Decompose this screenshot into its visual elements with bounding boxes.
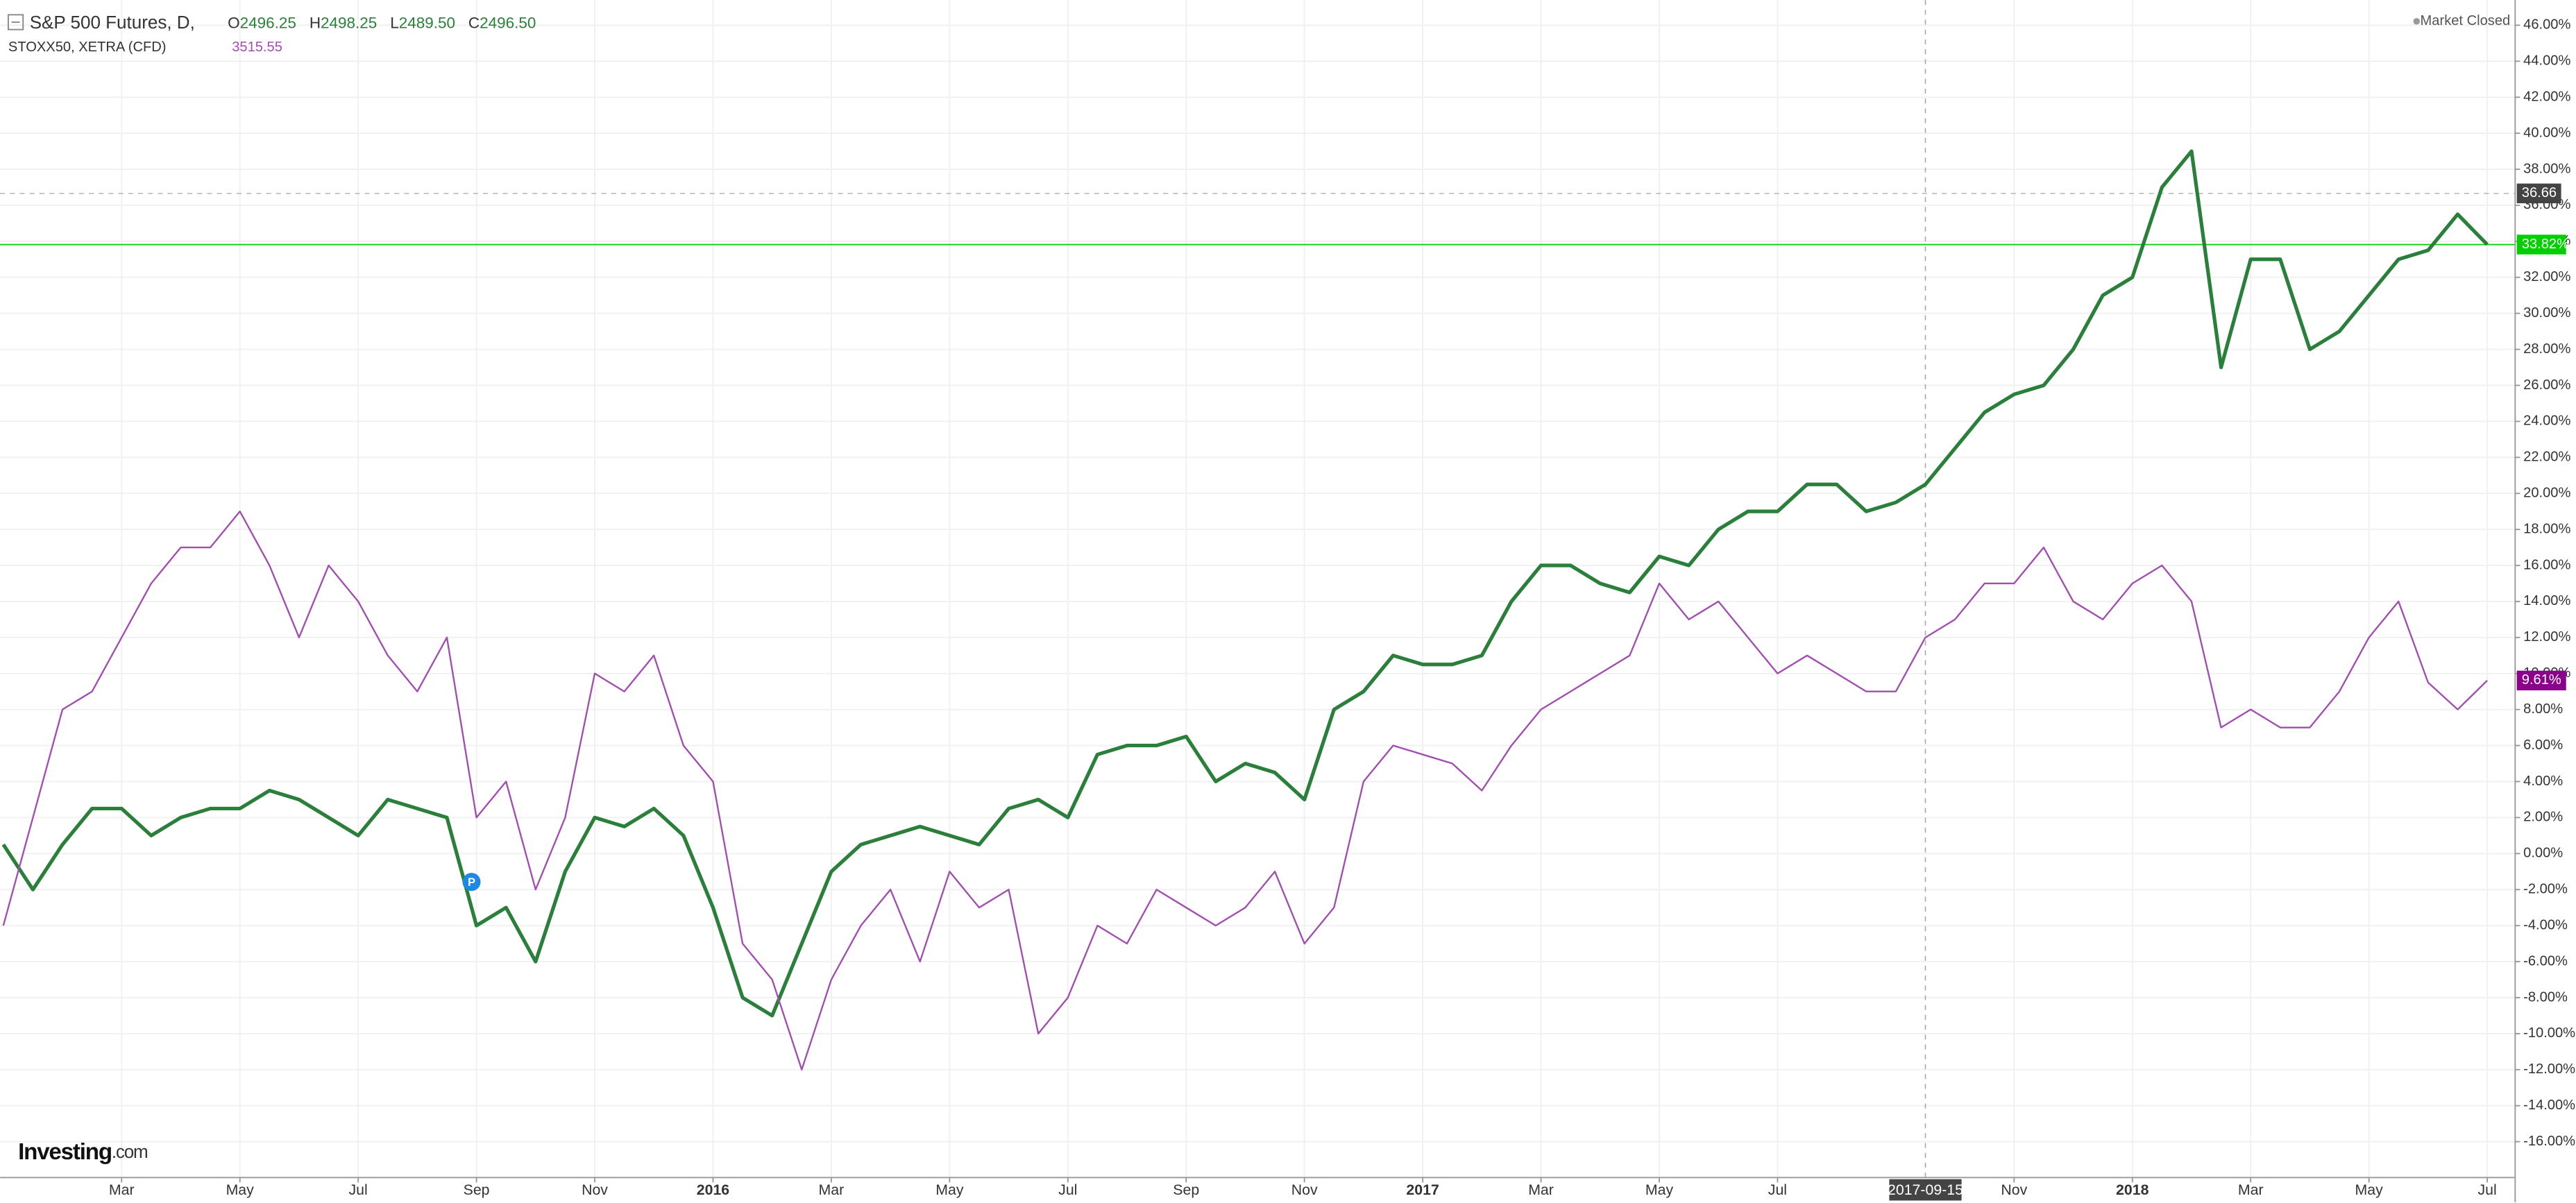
x-tick-label: Mar — [1528, 1181, 1554, 1198]
x-tick-label: Mar — [109, 1181, 135, 1198]
x-tick-label: Sep — [1173, 1181, 1199, 1198]
quote-key: H — [310, 14, 321, 31]
last-value-box — [2516, 670, 2566, 691]
series-title: STOXX50, XETRA (CFD) — [8, 40, 167, 55]
x-tick-label: Nov — [1291, 1181, 1318, 1198]
quote-key: L — [390, 14, 399, 31]
y-tick-label: 6.00% — [2523, 737, 2563, 753]
quote-key: O — [228, 14, 239, 31]
y-tick-label: 12.00% — [2523, 629, 2570, 645]
quote-value: 2489.50 — [399, 14, 455, 31]
x-tick-label: May — [1645, 1181, 1674, 1198]
y-tick-label: 46.00% — [2523, 17, 2570, 33]
x-tick-label: May — [226, 1181, 255, 1198]
series-line — [2, 510, 2488, 1070]
last-value-label: 9.61% — [2522, 672, 2561, 688]
plot-area — [1, 149, 2489, 1070]
y-tick-label: -6.00% — [2523, 953, 2568, 969]
x-tick-label: Jul — [2477, 1181, 2496, 1198]
quote: L2489.50 — [390, 14, 455, 31]
y-tick-label: 16.00% — [2523, 557, 2570, 572]
market-status: Market Closed — [2421, 13, 2511, 28]
status-dot — [2413, 18, 2421, 25]
y-tick-label: -12.00% — [2523, 1061, 2575, 1077]
quote-key: C — [468, 14, 480, 31]
y-tick-label: 24.00% — [2523, 413, 2570, 429]
quote-value: 3515.55 — [232, 40, 282, 55]
x-tick-label: Jul — [1768, 1181, 1787, 1198]
x-tick-label: Mar — [819, 1181, 845, 1198]
x-tick-label: Nov — [2001, 1181, 2027, 1198]
y-tick-label: 44.00% — [2523, 53, 2570, 69]
quote: H2498.25 — [310, 14, 377, 31]
crosshair-y-label: 36.66 — [2522, 185, 2557, 200]
y-tick-label: 30.00% — [2523, 305, 2570, 321]
x-tick-label: May — [935, 1181, 964, 1198]
grid — [0, 0, 2516, 1178]
y-tick-label: 28.00% — [2523, 341, 2570, 357]
series-title: S&P 500 Futures, D, — [30, 12, 195, 33]
y-tick-label: 4.00% — [2523, 774, 2563, 789]
brand: Investing.com — [18, 1139, 147, 1165]
last-value-box — [2516, 234, 2566, 255]
y-tick-label: 42.00% — [2523, 89, 2570, 104]
series-line — [1, 149, 2489, 1018]
last-value-label: 33.82% — [2522, 237, 2569, 252]
y-tick-label: 14.00% — [2523, 593, 2570, 608]
crosshair-y-box — [2516, 183, 2561, 203]
quote-value: 2496.50 — [480, 14, 536, 31]
quote: O2496.25 — [228, 14, 296, 31]
y-tick-label: -4.00% — [2523, 917, 2568, 932]
x-tick-label: Jul — [1058, 1181, 1077, 1198]
y-tick-label: 22.00% — [2523, 450, 2570, 465]
y-tick-label: -14.00% — [2523, 1098, 2575, 1113]
quote-value: 2496.25 — [240, 14, 296, 31]
y-tick-label: -8.00% — [2523, 989, 2568, 1005]
x-tick-label: 2018 — [2116, 1181, 2149, 1198]
x-tick-label: 2016 — [697, 1181, 730, 1198]
quote-value: 2498.25 — [321, 14, 377, 31]
y-tick-label: 18.00% — [2523, 521, 2570, 536]
x-tick-label: Nov — [582, 1181, 608, 1198]
brand-suffix: .com — [112, 1141, 148, 1162]
x-tick-label: Mar — [2238, 1181, 2264, 1198]
crosshair-x-box — [1889, 1179, 1962, 1201]
y-tick-label: 8.00% — [2523, 701, 2563, 717]
y-tick-label: -2.00% — [2523, 882, 2568, 897]
y-tick-label: -10.00% — [2523, 1025, 2575, 1041]
brand-name: Investing — [18, 1139, 112, 1165]
y-tick-label: -16.00% — [2523, 1134, 2575, 1149]
y-tick-label: 0.00% — [2523, 846, 2563, 861]
y-tick-label: 2.00% — [2523, 810, 2563, 825]
quote: C2496.50 — [468, 14, 536, 31]
x-tick-label: Jul — [349, 1181, 368, 1198]
y-tick-label: 38.00% — [2523, 161, 2570, 176]
y-tick-label: 40.00% — [2523, 125, 2570, 140]
y-tick-label: 26.00% — [2523, 377, 2570, 393]
x-tick-label: Sep — [464, 1181, 490, 1198]
x-tick-label: 2017 — [1406, 1181, 1439, 1198]
event-marker[interactable] — [462, 873, 481, 891]
collapse-icon[interactable] — [7, 14, 24, 31]
y-tick-label: 32.00% — [2523, 269, 2570, 284]
y-tick-label: 20.00% — [2523, 486, 2570, 501]
event-marker-label: P — [468, 876, 475, 889]
x-tick-label: May — [2355, 1181, 2384, 1198]
crosshair-x-label: 2017-09-15 — [1888, 1181, 1963, 1198]
